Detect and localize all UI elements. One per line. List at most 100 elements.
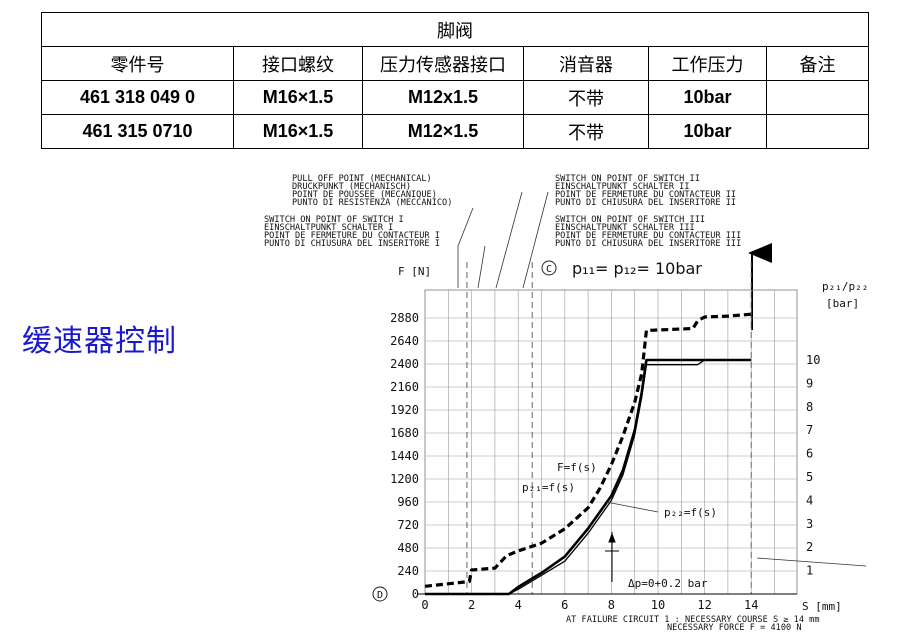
y-left-tick-label: 720 (397, 518, 419, 532)
footer-note-force: NECESSARY FORCE F = 4100 N (667, 623, 802, 633)
pull-off-note: PULL OFF POINT (MECHANICAL) DRUCKPUNKT (… (292, 174, 452, 208)
y-right-axis-label: p₂₁/p₂₂ (822, 280, 868, 293)
cell-remarks (765, 114, 870, 149)
x-tick-label: 10 (651, 598, 665, 612)
y-left-tick-label: 2880 (390, 311, 419, 325)
y-left-tick-label: 1920 (390, 403, 419, 417)
switch3-note-line: EINSCHALTPUNKT SCHALTER III (555, 223, 695, 233)
table-header-row: 零件号 接口螺纹 压力传感器接口 消音器 工作压力 备注 (41, 46, 870, 81)
y-right-tick-label: 4 (806, 493, 813, 507)
y-left-tick-label: 2160 (390, 380, 419, 394)
delta-p-indicator (605, 532, 619, 582)
plot-frame (424, 289, 798, 595)
cell-port-thread: M16×1.5 (233, 114, 363, 149)
header-remarks: 备注 (765, 46, 870, 81)
cell-port-thread: M16×1.5 (233, 80, 363, 115)
switch1-note-line: POINT DE FERMETURE DU CONTACTEUR I (264, 231, 440, 241)
cell-remarks (765, 80, 870, 115)
x-tick-label: 6 (561, 598, 568, 612)
pull-off-note-line: DRUCKPUNKT (MECHANISCH) (292, 182, 411, 192)
switch1-note-line: SWITCH ON POINT OF SWITCH I (264, 215, 404, 225)
pull-off-leader (457, 207, 474, 288)
switch2-note-line: PUNTO DI CHIUSURA DEL INSERITORE II (555, 198, 736, 208)
x-tick-label: 0 (421, 598, 428, 612)
y-right-tick-label: 2 (806, 540, 813, 554)
switch2-note: SWITCH ON POINT OF SWITCH II EINSCHALTPU… (555, 174, 736, 208)
y-left-tick-label: 1680 (390, 426, 419, 440)
cell-working-pressure: 10bar (648, 114, 767, 149)
x-tick-label: 2 (468, 598, 475, 612)
circle-d-mark (372, 586, 388, 602)
x-tick-label: 8 (608, 598, 615, 612)
cell-working-pressure: 10bar (648, 80, 767, 115)
chart-title: p₁₁= p₁₂= 10bar (572, 259, 702, 278)
pull-off-note-line: PULL OFF POINT (MECHANICAL) (292, 174, 432, 184)
y-right-tick-label: 9 (806, 376, 813, 390)
cell-silencer: 不带 (523, 80, 649, 115)
x-tick-label: 12 (697, 598, 711, 612)
switch2-note-line: SWITCH ON POINT OF SWITCH II (555, 174, 700, 184)
chart-series (424, 312, 752, 596)
note-leader-lines (457, 191, 549, 289)
y-left-tick-label: 480 (397, 541, 419, 555)
foot-valve-spec-table: 脚阀 零件号 接口螺纹 压力传感器接口 消音器 工作压力 备注 461 318 … (40, 12, 870, 149)
pull-off-note-line: POINT DE POUSSEE (MECANIQUE) (292, 190, 437, 200)
circle-c-label: C (546, 264, 552, 275)
series-line-p22 (425, 359, 752, 595)
pull-off-note-line: PUNTO DI RESISTENZA (MECCANICO) (292, 198, 452, 208)
switch1-note-line: EINSCHALTPUNKT SCHALTER I (264, 223, 393, 233)
switch2-leader-b (522, 191, 549, 289)
switch3-note-line: PUNTO DI CHIUSURA DEL INSERITORE III (555, 239, 741, 249)
delta-p-label: Δp=0+0.2 bar (628, 577, 708, 590)
p21-curve-label: p₂₁=f(s) (522, 481, 575, 494)
x-tick-label: 4 (515, 598, 522, 612)
y-right-tick-label: 6 (806, 447, 813, 461)
switch2-note-line: EINSCHALTPUNKT SCHALTER II (555, 182, 690, 192)
circle-d-label: D (377, 590, 383, 601)
switch1-note-line: PUNTO DI CHIUSURA DEL INSERITORE I (264, 239, 440, 249)
x-tick-label: 14 (744, 598, 758, 612)
retarder-control-title: 缓速器控制 (22, 324, 177, 359)
y-left-axis-label: F [N] (398, 265, 431, 278)
y-left-tick-label: 2400 (390, 357, 419, 371)
table-row: 461 318 049 0 M16×1.5 M12x1.5 不带 10bar (41, 80, 870, 115)
cell-sensor-port: M12x1.5 (362, 80, 524, 115)
series-line-force (424, 312, 752, 588)
header-part-number: 零件号 (41, 46, 234, 81)
circle-c-mark (541, 260, 557, 276)
p22-leader (605, 501, 659, 513)
y-left-tick-label: 1440 (390, 449, 419, 463)
chart-header: C p₁₁= p₁₂= 10bar (541, 259, 702, 278)
y-left-tick-label: 960 (397, 495, 419, 509)
f-curve-label: F=f(s) (557, 461, 597, 474)
y-left-tick-label: 1200 (390, 472, 419, 486)
p22-curve-label: p₂₂=f(s) (664, 506, 717, 519)
chart-grid (417, 262, 798, 595)
x-axis-label: S [mm] (802, 600, 842, 613)
y-right-axis-unit: [bar] (826, 297, 859, 310)
switch1-note: SWITCH ON POINT OF SWITCH I EINSCHALTPUN… (264, 215, 440, 249)
switch3-note-line: SWITCH ON POINT OF SWITCH III (555, 215, 705, 225)
y-right-tick-label: 5 (806, 470, 813, 484)
y-right-tick-label: 10 (806, 353, 820, 367)
switch3-note-line: POINT DE FERMETURE DU CONTACTEUR III (555, 231, 741, 241)
y-left-tick-label: 2640 (390, 334, 419, 348)
cell-part-number: 461 318 049 0 (41, 80, 234, 115)
series-line-p21 (425, 358, 752, 596)
right-leader-line (756, 557, 867, 567)
y-left-tick-label: 240 (397, 564, 419, 578)
cell-sensor-port: M12×1.5 (362, 114, 524, 149)
chart-ticks: 0 2 4 6 8 10 12 1402404807209601200144016801920… (390, 311, 820, 612)
delta-p-arrow (608, 532, 616, 543)
switch2-note-line: POINT DE FERMETURE DU CONTACTEUR II (555, 190, 736, 200)
table-row: 461 315 0710 M16×1.5 M12×1.5 不带 10bar (41, 114, 870, 149)
y-right-tick-label: 1 (806, 564, 813, 578)
y-right-tick-label: 3 (806, 517, 813, 531)
switch1-leader (477, 245, 486, 289)
y-right-tick-label: 8 (806, 400, 813, 414)
header-sensor-port: 压力传感器接口 (362, 46, 524, 81)
footer-note-course: AT FAILURE CIRCUIT 1 : NECESSARY COURSE … (566, 615, 820, 625)
switch2-leader-a (495, 191, 523, 289)
y-left-tick-label: 0 (412, 587, 419, 601)
